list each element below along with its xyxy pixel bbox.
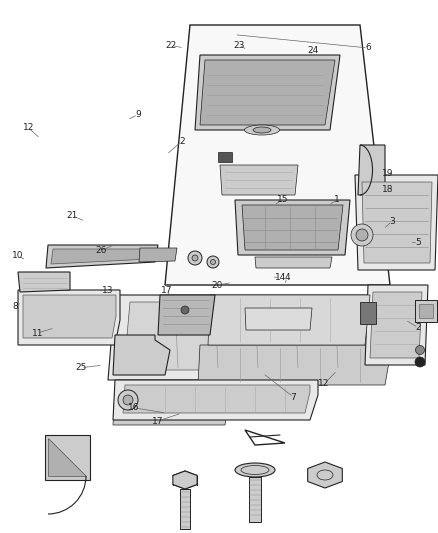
Text: 14: 14: [275, 273, 286, 281]
Ellipse shape: [207, 256, 219, 268]
Ellipse shape: [192, 255, 198, 261]
Ellipse shape: [253, 127, 271, 133]
Text: 8: 8: [12, 302, 18, 311]
Text: 12: 12: [318, 379, 330, 388]
Polygon shape: [108, 295, 385, 380]
Text: 18: 18: [382, 185, 393, 193]
Polygon shape: [200, 60, 335, 125]
Polygon shape: [18, 290, 120, 345]
Text: 3: 3: [389, 217, 395, 225]
Polygon shape: [124, 302, 368, 370]
Text: 6: 6: [365, 44, 371, 52]
Text: 24: 24: [307, 46, 319, 55]
Polygon shape: [48, 438, 86, 476]
Polygon shape: [113, 380, 318, 420]
Text: 16: 16: [128, 403, 139, 412]
Ellipse shape: [181, 306, 189, 314]
Polygon shape: [245, 308, 312, 330]
Polygon shape: [362, 182, 432, 263]
Polygon shape: [235, 200, 350, 255]
Polygon shape: [45, 435, 90, 480]
Polygon shape: [255, 257, 332, 268]
Text: 23: 23: [233, 41, 244, 50]
Text: 10: 10: [12, 252, 23, 260]
Text: 25: 25: [75, 364, 87, 372]
Polygon shape: [355, 175, 438, 270]
Polygon shape: [208, 295, 370, 345]
Ellipse shape: [235, 463, 275, 477]
Polygon shape: [242, 205, 343, 250]
Text: 22: 22: [165, 41, 177, 50]
Text: 19: 19: [382, 169, 393, 177]
Polygon shape: [23, 295, 116, 338]
Polygon shape: [198, 345, 392, 385]
Ellipse shape: [211, 260, 215, 264]
Text: 4: 4: [284, 273, 290, 281]
Text: 13: 13: [102, 286, 113, 295]
Polygon shape: [370, 292, 422, 358]
Polygon shape: [18, 272, 70, 292]
Text: 26: 26: [95, 246, 106, 255]
Text: 2: 2: [179, 137, 184, 146]
Polygon shape: [123, 385, 310, 413]
Polygon shape: [173, 471, 197, 489]
Ellipse shape: [244, 125, 279, 135]
Bar: [419, 304, 433, 318]
Polygon shape: [358, 145, 385, 195]
Bar: [180, 489, 190, 529]
Polygon shape: [365, 285, 428, 365]
Text: 2: 2: [416, 324, 421, 332]
Text: 11: 11: [32, 329, 43, 337]
Text: 1: 1: [334, 196, 340, 204]
Polygon shape: [46, 245, 158, 268]
Ellipse shape: [415, 357, 425, 367]
Text: 7: 7: [290, 393, 297, 401]
Polygon shape: [158, 295, 215, 335]
Text: 15: 15: [277, 196, 288, 204]
Text: 5: 5: [415, 238, 421, 247]
Ellipse shape: [416, 345, 424, 354]
Polygon shape: [113, 335, 170, 375]
Bar: [360, 302, 376, 324]
Bar: [415, 300, 437, 322]
Ellipse shape: [188, 251, 202, 265]
Polygon shape: [113, 390, 230, 425]
Polygon shape: [220, 165, 298, 195]
Text: 9: 9: [135, 110, 141, 119]
Text: 17: 17: [152, 417, 163, 425]
Text: 20: 20: [211, 281, 223, 289]
Text: 21: 21: [67, 212, 78, 220]
Text: 12: 12: [23, 124, 34, 132]
Polygon shape: [307, 462, 343, 488]
Ellipse shape: [123, 395, 133, 405]
Ellipse shape: [118, 390, 138, 410]
Ellipse shape: [356, 229, 368, 241]
Ellipse shape: [351, 224, 373, 246]
Polygon shape: [51, 249, 152, 264]
Polygon shape: [165, 25, 390, 285]
Polygon shape: [139, 248, 177, 262]
Text: 17: 17: [161, 286, 172, 295]
Polygon shape: [195, 55, 340, 130]
Bar: [218, 152, 232, 162]
Bar: [249, 477, 261, 522]
